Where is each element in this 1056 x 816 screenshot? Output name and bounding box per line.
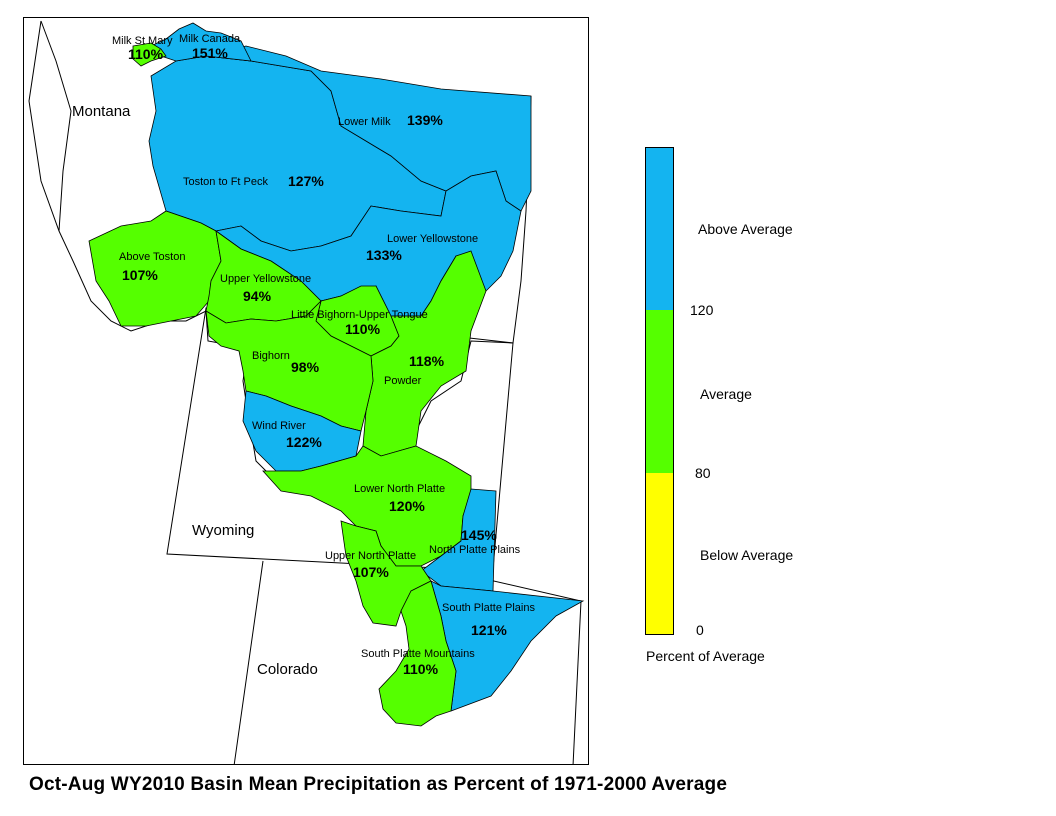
basin-pct-bighorn: 98% — [291, 359, 320, 375]
basin-pct-milk-canada: 151% — [192, 45, 228, 61]
basin-pct-lower-north-platte: 120% — [389, 498, 425, 514]
state-labels: Montana Wyoming Colorado — [72, 103, 318, 678]
basin-name-south-platte-plains: South Platte Plains — [442, 602, 535, 614]
legend-average-label: Average — [700, 386, 752, 402]
basin-map: Montana Wyoming Colorado Milk St Mary 11… — [28, 20, 585, 764]
state-label-wyoming: Wyoming — [192, 522, 254, 539]
basin-pct-toston-to-ft-peck: 127% — [288, 173, 324, 189]
basin-pct-lower-yellowstone: 133% — [366, 247, 402, 263]
map-title: Oct-Aug WY2010 Basin Mean Precipitation … — [29, 774, 728, 795]
basin-name-lower-north-platte: Lower North Platte — [354, 483, 445, 495]
basin-name-north-platte-plains: North Platte Plains — [429, 544, 521, 556]
basin-name-lower-yellowstone: Lower Yellowstone — [387, 233, 478, 245]
basin-name-upper-yellowstone: Upper Yellowstone — [220, 273, 311, 285]
basin-pct-south-platte-mountains: 110% — [403, 661, 439, 677]
legend-segment-below — [646, 473, 673, 634]
state-label-montana: Montana — [72, 103, 131, 120]
state-label-colorado: Colorado — [257, 661, 318, 678]
basin-pct-little-bighorn-upper-tongue: 110% — [345, 321, 381, 337]
basin-pct-south-platte-plains: 121% — [471, 622, 507, 638]
map-panel: Montana Wyoming Colorado Milk St Mary 11… — [23, 17, 589, 765]
legend-below-label: Below Average — [700, 547, 794, 563]
basin-pct-lower-milk: 139% — [407, 112, 443, 128]
basin-name-toston-to-ft-peck: Toston to Ft Peck — [183, 176, 268, 188]
basin-name-little-bighorn-upper-tongue: Little Bighorn-Upper Tongue — [291, 309, 428, 321]
basin-pct-powder: 118% — [409, 353, 445, 369]
basins — [88, 22, 585, 727]
basin-pct-above-toston: 107% — [122, 267, 158, 283]
legend-tick-0: 0 — [696, 622, 704, 638]
basin-name-milk-canada: Milk Canada — [179, 33, 241, 45]
basin-south-platte-mountains — [378, 580, 457, 727]
basin-pct-upper-north-platte: 107% — [353, 564, 389, 580]
basin-name-above-toston: Above Toston — [119, 251, 185, 263]
basin-milk-st-mary — [132, 42, 167, 67]
legend-tick-80: 80 — [695, 465, 711, 481]
basin-name-lower-milk: Lower Milk — [338, 116, 391, 128]
basin-labels: Milk St Mary 110% Milk Canada 151% Lower… — [112, 33, 535, 677]
legend-segment-above — [646, 148, 673, 310]
legend-caption: Percent of Average — [646, 648, 765, 664]
basin-pct-wind-river: 122% — [286, 434, 322, 450]
basin-name-powder: Powder — [384, 375, 422, 387]
legend-color-bar — [645, 147, 674, 635]
basin-name-milk-st-mary: Milk St Mary — [112, 35, 173, 47]
montana-outline — [28, 20, 532, 482]
basin-pct-north-platte-plains: 145% — [461, 527, 497, 543]
basin-name-bighorn: Bighorn — [252, 350, 290, 362]
montana-west-border — [40, 20, 72, 232]
legend-tick-120: 120 — [690, 302, 714, 318]
basin-bighorn — [205, 299, 374, 432]
basin-name-upper-north-platte: Upper North Platte — [325, 550, 416, 562]
basin-name-wind-river: Wind River — [252, 420, 306, 432]
legend-above-label: Above Average — [698, 221, 793, 237]
basin-pct-milk-st-mary: 110% — [128, 46, 164, 62]
basin-name-south-platte-mountains: South Platte Mountains — [361, 648, 475, 660]
legend-segment-average — [646, 310, 673, 473]
basin-milk-canada — [150, 22, 252, 62]
basin-pct-upper-yellowstone: 94% — [243, 288, 272, 304]
